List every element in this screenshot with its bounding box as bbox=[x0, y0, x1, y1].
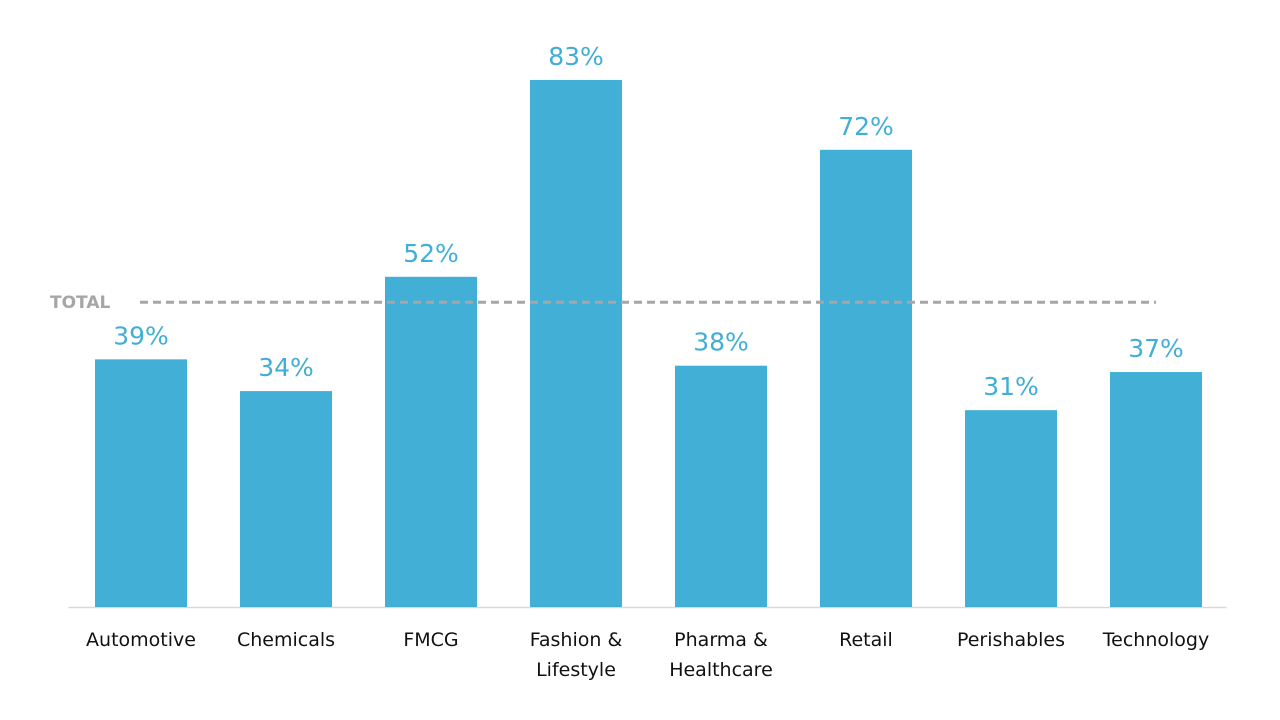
value-label: 38% bbox=[693, 328, 749, 357]
bar bbox=[1110, 372, 1202, 607]
value-label: 52% bbox=[403, 239, 459, 268]
x-tick-label: Chemicals bbox=[236, 629, 336, 651]
bar bbox=[385, 276, 477, 607]
value-label: 31% bbox=[983, 372, 1039, 401]
x-tick-label: Technology bbox=[1102, 629, 1210, 651]
value-label: 39% bbox=[113, 321, 169, 350]
bar bbox=[675, 365, 767, 607]
reference-label: TOTAL bbox=[50, 293, 110, 313]
value-label: 72% bbox=[838, 112, 894, 141]
x-tick-label: Automotive bbox=[86, 629, 196, 651]
x-tick-label: Perishables bbox=[956, 629, 1066, 651]
x-tick-label: FMCG bbox=[403, 629, 459, 651]
value-label: 34% bbox=[258, 353, 314, 382]
bar bbox=[965, 410, 1057, 607]
value-label: 37% bbox=[1128, 334, 1184, 363]
x-tick-label: Pharma & Healthcare bbox=[669, 629, 773, 681]
bar bbox=[240, 391, 332, 607]
x-tick-label: Fashion & Lifestyle bbox=[529, 629, 623, 681]
bar bbox=[95, 359, 187, 607]
x-tick-label: Retail bbox=[839, 629, 893, 651]
value-label: 83% bbox=[548, 42, 604, 71]
bar bbox=[820, 149, 912, 608]
bar bbox=[530, 79, 622, 607]
